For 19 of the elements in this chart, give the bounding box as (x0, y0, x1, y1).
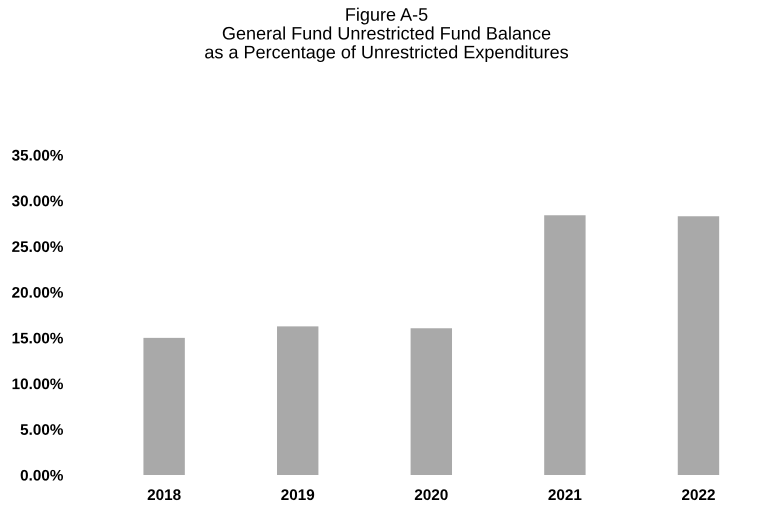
y-tick-label: 20.00% (12, 286, 64, 298)
chart-title: Figure A-5 General Fund Unrestricted Fund Balance as a Percentage of Unrestricted Expenditures (205, 8, 568, 62)
y-tick-label: 10.00% (12, 378, 64, 390)
y-tick-label: 25.00% (12, 241, 64, 252)
bar (410, 328, 452, 475)
y-tick-label: 5.00% (20, 424, 64, 435)
x-tick-label: 2019 (281, 489, 314, 500)
y-tick-label: 0.00% (20, 470, 64, 481)
y-tick-label: 15.00% (12, 332, 64, 344)
x-tick-label: 2021 (548, 489, 582, 500)
x-tick-label: 2020 (414, 489, 448, 500)
bar (143, 338, 185, 475)
bar (678, 216, 720, 475)
bar (544, 215, 586, 475)
x-tick-label: 2022 (682, 489, 715, 500)
bar (277, 326, 318, 475)
y-tick-label: 30.00% (12, 196, 64, 206)
x-tick-label: 2018 (148, 489, 181, 500)
y-tick-label: 35.00% (12, 150, 64, 161)
